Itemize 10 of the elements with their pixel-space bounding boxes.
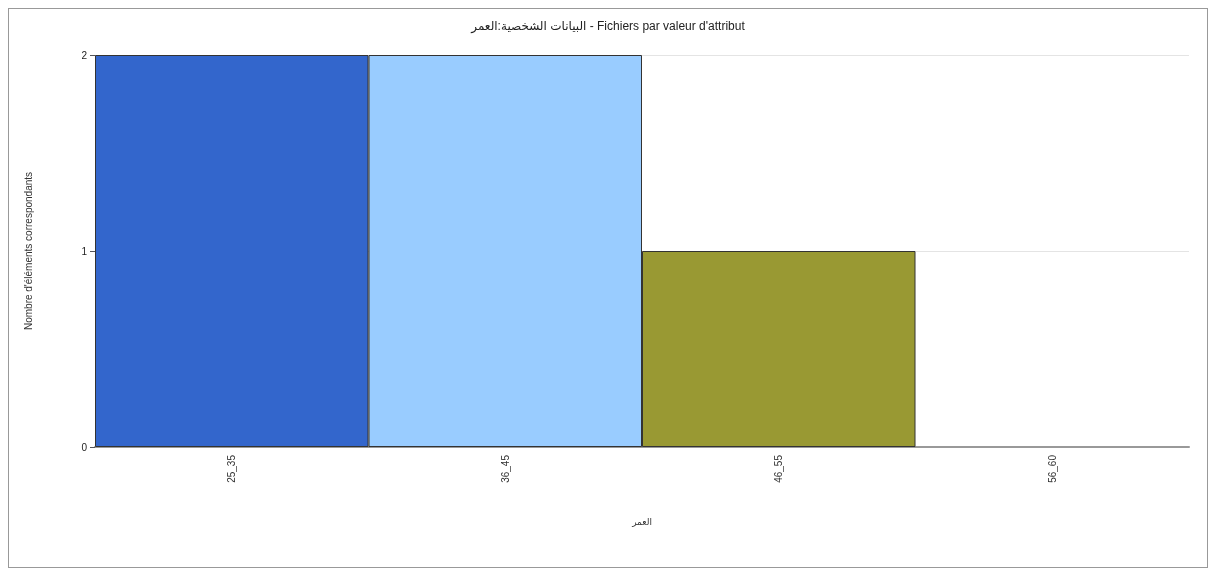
x-tick-label: 46_55 — [773, 454, 785, 483]
y-axis-title: Nombre d'éléments correspondants — [22, 171, 34, 331]
x-tick-label: 36_45 — [499, 454, 511, 483]
chart-title: البيانات الشخصية:العمر - Fichiers par valeur d'attribut — [470, 19, 746, 34]
y-tick-label: 1 — [81, 245, 88, 257]
x-axis-title: العمر — [631, 516, 652, 527]
y-tick-label: 0 — [81, 441, 88, 453]
x-tick-label: 25_35 — [226, 454, 238, 483]
x-tick-label: 56_60 — [1046, 454, 1058, 483]
y-tick-label: 2 — [81, 49, 88, 61]
